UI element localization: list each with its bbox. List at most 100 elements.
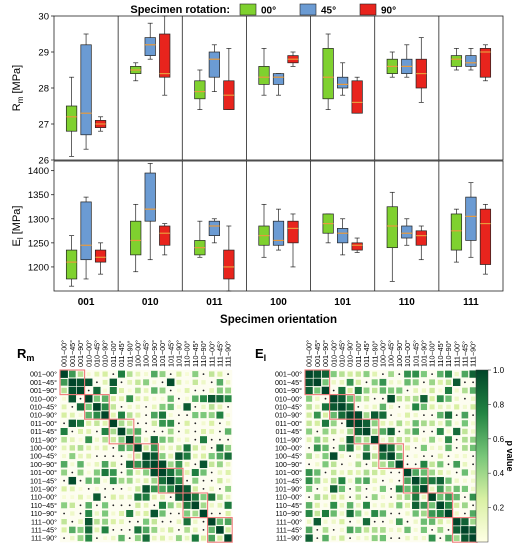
heatmap-cell — [346, 395, 354, 402]
column-label: 010−45° — [338, 340, 347, 367]
column-label: 011−00° — [354, 340, 363, 367]
significance-dot — [96, 504, 98, 507]
heatmap-cell — [461, 485, 468, 492]
column-label: 010−00° — [329, 340, 338, 367]
box — [159, 225, 171, 246]
heatmap-cell — [428, 518, 436, 525]
significance-dot — [194, 406, 197, 408]
heatmap-cell — [461, 370, 469, 378]
significance-dot — [227, 406, 230, 408]
significance-dot — [169, 520, 172, 523]
column-label: 011−90° — [370, 340, 379, 367]
heatmap-cell — [225, 485, 232, 492]
heatmap-cell — [168, 535, 173, 541]
heatmap-cell — [429, 436, 436, 443]
heatmap-cell — [126, 444, 133, 452]
heatmap-cell — [445, 534, 452, 542]
heatmap-cell — [118, 436, 125, 443]
heatmap-cell — [159, 419, 166, 427]
heatmap-cell — [313, 518, 321, 526]
row-label: 110−00° — [275, 493, 302, 502]
heatmap-cell — [192, 486, 198, 492]
heatmap-cell — [93, 477, 101, 484]
significance-dot — [79, 512, 82, 515]
heatmap-cell — [209, 420, 215, 426]
heatmap-cell — [143, 502, 149, 508]
heatmap-cell — [135, 412, 141, 418]
significance-dot — [455, 447, 458, 449]
significance-dot — [202, 389, 205, 392]
heatmap-cell — [446, 470, 451, 475]
heatmap-cell — [134, 535, 141, 542]
box — [465, 196, 477, 241]
significance-dot — [414, 447, 417, 449]
heatmap-cell — [412, 395, 419, 402]
x-tick-label: 110 — [399, 297, 416, 308]
heatmap-cell — [103, 536, 107, 540]
heatmap-cell — [94, 511, 100, 516]
heatmap-cell — [167, 468, 175, 477]
heatmap-cell — [364, 404, 369, 410]
heatmap-cell — [192, 453, 198, 459]
significance-dot — [464, 381, 466, 384]
significance-dot — [398, 537, 401, 539]
heatmap-cell — [413, 454, 418, 459]
heatmap-cell — [126, 371, 133, 377]
heatmap-cell — [118, 444, 125, 452]
heatmap-cell — [436, 477, 444, 485]
box — [479, 48, 492, 78]
heatmap-cell — [70, 535, 75, 541]
heatmap-cell — [102, 436, 108, 443]
heatmap-cell — [412, 510, 419, 517]
heatmap-cell — [362, 452, 371, 460]
heatmap-cell — [102, 379, 108, 385]
y-tick-label: 1250 — [28, 238, 49, 249]
heatmap-cell — [404, 477, 411, 484]
heatmap-cell — [135, 502, 141, 508]
heatmap-cell — [421, 510, 427, 517]
heatmap-cell — [354, 386, 362, 395]
heatmap-cell — [323, 503, 328, 508]
heatmap-cell — [396, 502, 403, 509]
y-axis-label-subscript: l — [16, 237, 25, 239]
heatmap-cell — [428, 477, 436, 485]
significance-dot — [210, 479, 213, 482]
heatmap-cell — [70, 511, 75, 516]
column-label: 011−00° — [109, 340, 118, 367]
heatmap-cell — [69, 526, 76, 534]
heatmap-cell — [200, 395, 207, 403]
heatmap-cell — [68, 476, 77, 485]
heatmap-cell — [94, 527, 100, 533]
heatmap-cell — [84, 517, 93, 526]
heatmap-cell — [322, 494, 329, 500]
heatmap-cell — [444, 386, 453, 395]
heatmap-cell — [453, 485, 460, 493]
heatmap-cell — [85, 502, 92, 509]
colorbar-tick-label: 0.6 — [493, 435, 505, 444]
heatmap-cell — [151, 494, 157, 500]
heatmap-cell — [429, 387, 435, 394]
heatmap-cell — [314, 510, 321, 517]
heatmap-cell — [437, 527, 444, 533]
row-label: 011−45° — [30, 427, 57, 436]
heatmap-cell — [101, 395, 109, 402]
significance-dot — [71, 471, 74, 474]
column-label: 100−90° — [150, 340, 159, 367]
significance-dot — [341, 463, 343, 466]
significance-dot — [112, 504, 115, 507]
heatmap-cell — [306, 485, 313, 492]
significance-dot — [87, 389, 90, 392]
heatmap-cell — [372, 486, 377, 491]
heatmap-cell — [412, 403, 420, 411]
heatmap-cell — [395, 485, 403, 493]
heatmap-cell — [405, 445, 410, 451]
row-label: 101−90° — [275, 485, 302, 494]
significance-dot — [178, 529, 180, 531]
heatmap-cell — [371, 535, 378, 542]
heatmap-cell — [93, 395, 100, 402]
significance-dot — [169, 373, 172, 375]
heatmap-cell — [346, 526, 354, 534]
heatmap-cell — [395, 518, 403, 526]
heatmap-cell — [420, 460, 428, 468]
heatmap-cell — [142, 526, 150, 534]
